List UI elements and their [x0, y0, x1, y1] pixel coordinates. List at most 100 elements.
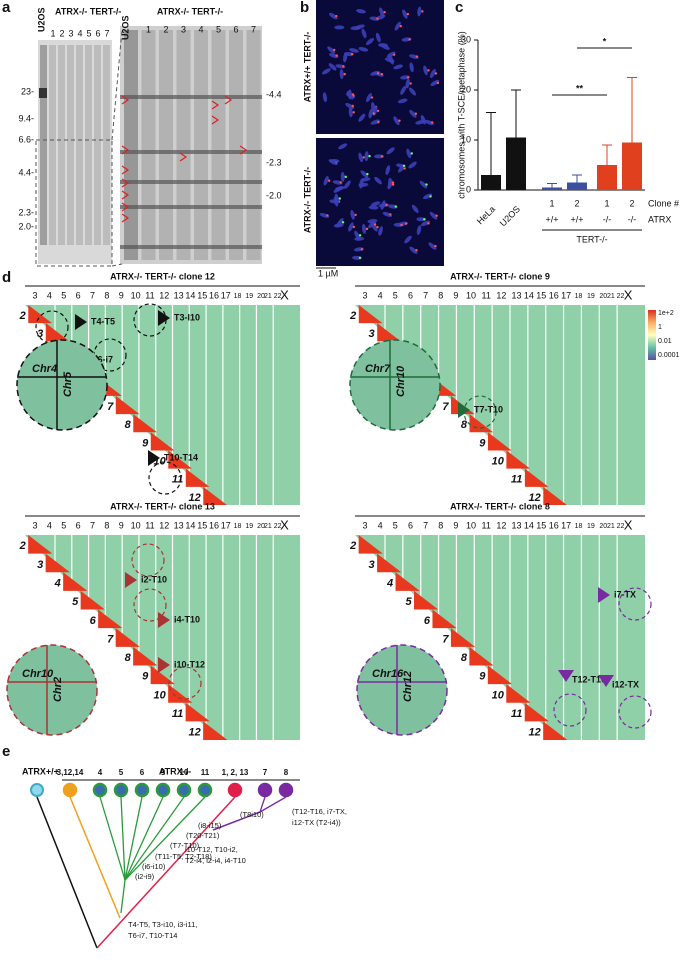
- telomere-dot: [327, 179, 331, 182]
- column-label: 18: [234, 523, 242, 530]
- x-tick-label: 1: [604, 198, 609, 208]
- node: [62, 782, 78, 798]
- chromosome: [400, 85, 407, 95]
- row-label: 3: [37, 328, 43, 340]
- telomere-dot: [415, 249, 418, 252]
- gel-band: [39, 88, 47, 98]
- colorbar-label: 0.0001: [658, 352, 680, 359]
- telomere-dot: [344, 175, 347, 179]
- chromosome: [370, 201, 381, 207]
- row-label: 9: [142, 437, 149, 449]
- row-label: 8: [461, 652, 468, 664]
- arrowhead: [121, 95, 130, 105]
- column-label: 10: [466, 290, 476, 300]
- group-label: TERT-/-: [576, 234, 607, 244]
- lane-label: 5: [216, 24, 221, 34]
- chromosome: [334, 193, 340, 204]
- column-label: 8: [104, 290, 109, 300]
- chromosome: [349, 48, 359, 53]
- chromosome: [378, 226, 383, 236]
- column-label: 12: [159, 290, 169, 300]
- chromosome: [348, 107, 353, 118]
- column-label: 9: [453, 290, 458, 300]
- column-label: X: [624, 287, 633, 302]
- label: d: [2, 269, 11, 286]
- chromosome: [423, 65, 428, 76]
- diagonal-block: [358, 535, 383, 554]
- branch: [124, 796, 143, 881]
- x-tick-label: U2OS: [498, 204, 522, 228]
- telomere-dot: [430, 121, 434, 124]
- row-label: 12: [189, 492, 201, 504]
- chromosome: [409, 54, 419, 59]
- size-marker: 4.4-: [18, 167, 34, 177]
- row-label: 2: [349, 310, 356, 322]
- chromosome: [358, 113, 366, 122]
- diagonal-block: [524, 702, 549, 722]
- branch-label: i10-T12, T10-i2,: [185, 845, 238, 854]
- node-label: 1, 2, 13: [222, 768, 249, 777]
- chromosome: [339, 69, 344, 80]
- label: a: [2, 0, 11, 16]
- branch: [124, 796, 164, 881]
- branch-label: (T12-T16, i7-TX,: [292, 807, 347, 816]
- row-label: ATRX: [648, 214, 671, 224]
- node-label: 8: [284, 768, 289, 777]
- heatmap: [25, 535, 300, 740]
- inset: [16, 339, 108, 431]
- chromosome: [409, 246, 418, 254]
- chromosome: [416, 225, 422, 236]
- chromosome: [354, 236, 365, 241]
- branch-label: T2-i4, i2-i4, i4-T10: [185, 856, 246, 865]
- column-label: 14: [185, 290, 195, 300]
- label: e: [2, 743, 10, 760]
- row-label: 7: [442, 401, 449, 413]
- lane-label: 7: [251, 24, 256, 34]
- telomere-dot: [372, 112, 375, 115]
- chromosome: [388, 177, 393, 188]
- column-label: 11: [145, 290, 154, 300]
- annotation-arrow: [598, 587, 610, 603]
- x-tick-label: HeLa: [475, 204, 497, 226]
- chromosome: [422, 193, 433, 200]
- diagonal-block: [28, 305, 52, 324]
- lane-label: 6: [233, 24, 238, 34]
- significance-label: **: [576, 83, 584, 93]
- diagonal-block: [487, 665, 513, 685]
- chromosome: [408, 87, 417, 96]
- diagonal-block: [98, 609, 123, 629]
- branch: [124, 796, 185, 881]
- zoom-line: [111, 263, 123, 267]
- lane-label: 7: [104, 28, 109, 38]
- gel-band: [120, 180, 262, 184]
- arrowhead: [211, 115, 220, 125]
- annotation: T3-I10: [174, 312, 200, 322]
- telomere-dot: [406, 76, 410, 79]
- chromosome: [402, 9, 408, 19]
- chromosome: [411, 204, 419, 214]
- telomere-dot: [400, 223, 403, 227]
- chromosome: [332, 180, 343, 185]
- annotation-arrow: [158, 310, 170, 326]
- column-label: 5: [61, 290, 66, 300]
- annotation-arrow: [158, 657, 170, 673]
- size-marker: 2.3-: [18, 207, 34, 217]
- column-label: 11: [482, 290, 491, 300]
- telomere-dot: [415, 55, 419, 58]
- telomere-dot: [376, 17, 379, 20]
- telomere-dot: [435, 214, 438, 217]
- chromosome: [328, 12, 338, 20]
- telomere-dot: [399, 24, 402, 28]
- column-label: 9: [119, 520, 124, 530]
- telomere-dot: [352, 111, 355, 114]
- arrowhead: [211, 100, 220, 110]
- chromosome: [356, 9, 366, 14]
- annotation: T10-T14: [164, 452, 198, 462]
- colorbar-label: 1e+2: [658, 310, 674, 317]
- node: [197, 782, 213, 798]
- x-tick-label: 2: [629, 198, 634, 208]
- annotation: T6-i7: [92, 354, 113, 364]
- telomere-dot: [391, 183, 395, 186]
- arrowhead: [121, 178, 130, 188]
- group-label: ATRX+/+: [22, 766, 59, 776]
